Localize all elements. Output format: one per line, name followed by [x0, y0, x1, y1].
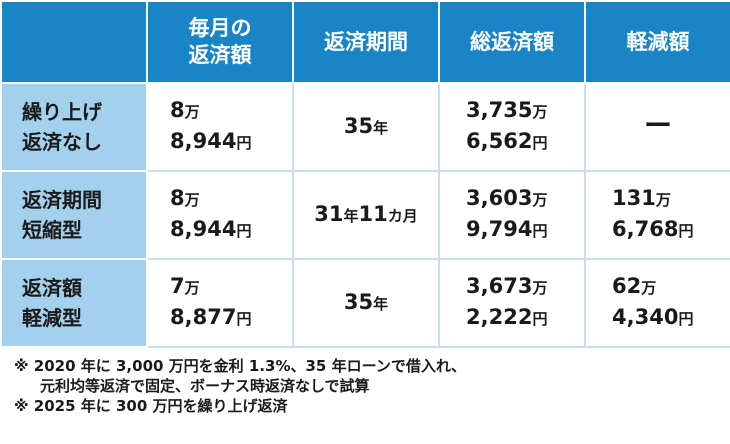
unit-yen: 円: [532, 134, 548, 152]
header-monthly-line2: 返済額: [188, 43, 252, 67]
row-label-line1: 返済額: [22, 276, 82, 300]
unit-man: 万: [532, 191, 548, 209]
cell-reduction: ー: [584, 82, 730, 172]
footnote-2: ※ 2025 年に 300 万円を繰り上げ返済: [14, 397, 288, 415]
cell-monthly: 8万 8,944円: [146, 82, 294, 172]
unit-nen: 年: [343, 206, 359, 225]
unit-man: 万: [655, 191, 671, 209]
header-row: 毎月の 返済額 返済期間 総返済額 軽減額: [0, 0, 730, 84]
row-label-line2: 軽減型: [22, 306, 82, 330]
footnotes: ※ 2020 年に 3,000 万円を金利 1.3%、35 年ローンで借入れ、 …: [14, 356, 466, 416]
unit-man: 万: [641, 279, 657, 297]
monthly-yen-value: 8,877: [170, 305, 237, 329]
row-label-line1: 繰り上げ: [22, 100, 102, 124]
header-total-repayment: 総返済額: [438, 0, 586, 84]
header-reduction: 軽減額: [584, 0, 730, 84]
reduction-dash: ー: [643, 109, 672, 142]
header-monthly-line1: 毎月の: [188, 16, 252, 40]
monthly-yen-value: 8,944: [170, 217, 237, 241]
table-row: 繰り上げ 返済なし 8万 8,944円 35年 3,735万 6,562円 ー: [0, 82, 730, 172]
repayment-comparison-table: 毎月の 返済額 返済期間 総返済額 軽減額 繰り上げ 返済なし 8万 8,944…: [0, 0, 730, 348]
row-label-line2: 返済なし: [22, 130, 102, 154]
cell-total: 3,673万 2,222円: [438, 258, 586, 348]
monthly-man-value: 8: [170, 186, 185, 210]
total-man-value: 3,735: [466, 98, 533, 122]
table-row: 返済額 軽減型 7万 8,877円 35年 3,673万 2,222円 62万 …: [0, 258, 730, 348]
row-label-period-shortening: 返済期間 短縮型: [0, 170, 148, 260]
unit-nen: 年: [373, 118, 389, 137]
header-monthly-payment: 毎月の 返済額: [146, 0, 294, 84]
unit-man: 万: [532, 279, 548, 297]
monthly-man-value: 8: [170, 98, 185, 122]
cell-period: 35年: [292, 82, 440, 172]
monthly-yen-value: 8,944: [170, 129, 237, 153]
footnote-1-line1: ※ 2020 年に 3,000 万円を金利 1.3%、35 年ローンで借入れ、: [14, 357, 466, 375]
total-yen-value: 9,794: [466, 217, 533, 241]
header-repayment-period: 返済期間: [292, 0, 440, 84]
header-corner: [0, 0, 148, 84]
unit-yen: 円: [236, 134, 252, 152]
reduction-man-value: 131: [612, 186, 656, 210]
unit-nen: 年: [373, 294, 389, 313]
reduction-man-value: 62: [612, 274, 642, 298]
unit-yen: 円: [678, 310, 694, 328]
unit-yen: 円: [532, 310, 548, 328]
unit-man: 万: [532, 103, 548, 121]
unit-yen: 円: [532, 222, 548, 240]
unit-yen: 円: [236, 310, 252, 328]
cell-period: 35年: [292, 258, 440, 348]
unit-man: 万: [184, 103, 200, 121]
cell-monthly: 8万 8,944円: [146, 170, 294, 260]
cell-period: 31年11カ月: [292, 170, 440, 260]
period-months: 11: [358, 201, 388, 226]
row-label-no-prepayment: 繰り上げ 返済なし: [0, 82, 148, 172]
row-label-line2: 短縮型: [22, 218, 82, 242]
footnote-1-line2: 元利均等返済で固定、ボーナス時返済なしで試算: [40, 377, 370, 395]
reduction-yen-value: 6,768: [612, 217, 679, 241]
total-yen-value: 2,222: [466, 305, 533, 329]
period-years: 31: [314, 201, 344, 226]
unit-yen: 円: [678, 222, 694, 240]
table-row: 返済期間 短縮型 8万 8,944円 31年11カ月 3,603万 9,794円…: [0, 170, 730, 260]
cell-total: 3,603万 9,794円: [438, 170, 586, 260]
period-years: 35: [343, 289, 374, 314]
total-yen-value: 6,562: [466, 129, 533, 153]
cell-monthly: 7万 8,877円: [146, 258, 294, 348]
cell-reduction: 131万 6,768円: [584, 170, 730, 260]
period-years: 35: [343, 113, 374, 138]
total-man-value: 3,603: [466, 186, 533, 210]
unit-man: 万: [184, 279, 200, 297]
monthly-man-value: 7: [170, 274, 185, 298]
row-label-line1: 返済期間: [22, 188, 102, 212]
unit-man: 万: [184, 191, 200, 209]
cell-reduction: 62万 4,340円: [584, 258, 730, 348]
unit-yen: 円: [236, 222, 252, 240]
cell-total: 3,735万 6,562円: [438, 82, 586, 172]
unit-kagetsu: カ月: [387, 206, 418, 225]
row-label-payment-reduction: 返済額 軽減型: [0, 258, 148, 348]
reduction-yen-value: 4,340: [612, 305, 679, 329]
total-man-value: 3,673: [466, 274, 533, 298]
